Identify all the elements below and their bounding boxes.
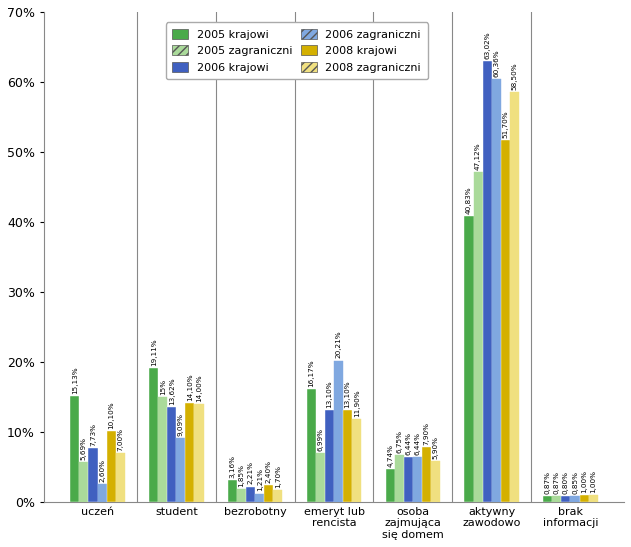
Text: 7,90%: 7,90%	[423, 422, 430, 445]
Text: 15,13%: 15,13%	[72, 366, 78, 394]
Bar	[115, 453, 125, 502]
Bar	[501, 140, 510, 502]
Bar	[237, 489, 246, 502]
Text: 6,99%: 6,99%	[317, 428, 324, 451]
Bar	[386, 469, 395, 502]
Bar	[483, 61, 492, 502]
Text: 2,60%: 2,60%	[99, 459, 105, 482]
Bar	[510, 92, 519, 502]
Text: 2,40%: 2,40%	[266, 460, 272, 483]
Bar	[158, 397, 167, 502]
Bar	[334, 360, 343, 502]
Text: 13,10%: 13,10%	[326, 381, 333, 408]
Bar	[464, 216, 473, 502]
Text: 1,70%: 1,70%	[275, 465, 281, 488]
Text: 0,87%: 0,87%	[545, 471, 551, 494]
Bar	[149, 368, 158, 502]
Text: 7,00%: 7,00%	[117, 428, 123, 451]
Text: 51,70%: 51,70%	[502, 110, 508, 138]
Bar	[552, 496, 562, 502]
Text: 14,10%: 14,10%	[187, 374, 193, 401]
Bar	[404, 457, 413, 502]
Text: 3,16%: 3,16%	[230, 455, 235, 478]
Text: 2,21%: 2,21%	[247, 462, 254, 485]
Bar	[589, 495, 598, 502]
Bar	[307, 389, 316, 502]
Text: 15%: 15%	[160, 379, 166, 395]
Bar	[167, 406, 176, 502]
Text: 0,85%: 0,85%	[572, 471, 578, 494]
Text: 6,44%: 6,44%	[415, 432, 420, 455]
Bar	[492, 79, 501, 502]
Bar	[422, 447, 431, 502]
Text: 5,90%: 5,90%	[432, 435, 439, 458]
Bar	[395, 455, 404, 502]
Text: 19,11%: 19,11%	[151, 339, 156, 366]
Bar	[316, 453, 325, 502]
Bar	[255, 493, 264, 502]
Text: 1,21%: 1,21%	[257, 468, 262, 491]
Text: 4,74%: 4,74%	[387, 444, 393, 467]
Bar	[543, 496, 552, 502]
Bar	[579, 495, 589, 502]
Text: 0,87%: 0,87%	[554, 471, 560, 494]
Text: 9,09%: 9,09%	[178, 413, 184, 437]
Text: 60,36%: 60,36%	[493, 50, 499, 77]
Bar	[273, 490, 283, 502]
Bar	[88, 448, 98, 502]
Text: 47,12%: 47,12%	[475, 142, 481, 170]
Text: 13,10%: 13,10%	[345, 381, 351, 408]
Bar	[228, 480, 237, 502]
Text: 0,80%: 0,80%	[563, 472, 569, 494]
Text: 7,73%: 7,73%	[90, 423, 96, 446]
Bar	[352, 418, 361, 502]
Bar	[246, 486, 255, 502]
Bar	[473, 172, 483, 502]
Bar	[194, 404, 204, 502]
Text: 11,90%: 11,90%	[354, 389, 360, 417]
Text: 58,50%: 58,50%	[511, 63, 517, 90]
Bar	[264, 485, 273, 502]
Text: 13,62%: 13,62%	[169, 377, 175, 405]
Text: 16,17%: 16,17%	[309, 359, 314, 387]
Bar	[80, 462, 88, 502]
Bar	[107, 431, 115, 502]
Bar	[176, 438, 186, 502]
Text: 40,83%: 40,83%	[466, 187, 472, 214]
Text: 6,44%: 6,44%	[405, 432, 411, 455]
Text: 1,85%: 1,85%	[239, 464, 245, 487]
Bar	[562, 496, 570, 502]
Text: 63,02%: 63,02%	[484, 31, 490, 59]
Text: 14,00%: 14,00%	[196, 374, 202, 402]
Text: 10,10%: 10,10%	[108, 401, 114, 429]
Bar	[70, 396, 80, 502]
Text: 5,69%: 5,69%	[81, 437, 87, 460]
Legend: 2005 krajowi, 2005 zagraniczni, 2006 krajowi, 2006 zagraniczni, 2008 krajowi, 20: 2005 krajowi, 2005 zagraniczni, 2006 kra…	[165, 22, 428, 79]
Text: 1,00%: 1,00%	[581, 470, 587, 493]
Text: 6,75%: 6,75%	[396, 429, 402, 452]
Text: 20,21%: 20,21%	[336, 331, 341, 358]
Bar	[413, 457, 422, 502]
Bar	[570, 496, 579, 502]
Bar	[186, 403, 194, 502]
Text: 1,00%: 1,00%	[590, 470, 596, 493]
Bar	[98, 484, 107, 502]
Bar	[325, 410, 334, 502]
Bar	[431, 461, 440, 502]
Bar	[343, 410, 352, 502]
